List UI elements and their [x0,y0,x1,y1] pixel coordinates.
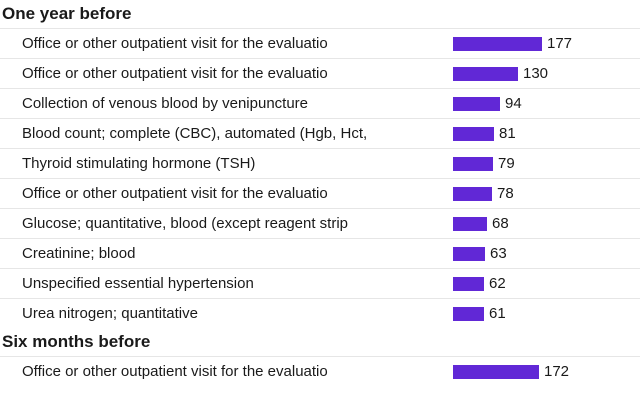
category-label: Urea nitrogen; quantitative [22,305,198,322]
bar-row: Office or other outpatient visit for the… [0,28,640,58]
bar-row: Creatinine; blood 63 [0,238,640,268]
bar [453,127,494,141]
category-label: Glucose; quantitative, blood (except rea… [22,215,349,232]
bar-row: Thyroid stimulating hormone (TSH) 79 [0,148,640,178]
section-title: Six months before [2,332,151,351]
value-label: 61 [489,305,506,322]
value-label: 177 [547,35,573,52]
category-label: Unspecified essential hypertension [22,275,254,292]
value-label: 94 [505,95,522,112]
value-label: 81 [499,125,516,142]
category-label: Office or other outpatient visit for the… [22,65,328,82]
bar-row: Unspecified essential hypertension 62 [0,268,640,298]
bar-row: Urea nitrogen; quantitative 61 [0,298,640,328]
bar-row: Office or other outpatient visit for the… [0,356,640,386]
bar [453,365,539,379]
bar [453,67,518,81]
bar [453,97,500,111]
category-label: Blood count; complete (CBC), automated (… [22,125,368,142]
bar [453,307,484,321]
value-label: 172 [544,363,570,380]
bar-row: Blood count; complete (CBC), automated (… [0,118,640,148]
value-label: 79 [498,155,515,172]
category-label: Office or other outpatient visit for the… [22,35,328,52]
value-label: 62 [489,275,506,292]
bar [453,187,492,201]
category-label: Office or other outpatient visit for the… [22,185,328,202]
value-label: 63 [490,245,507,262]
bar [453,247,485,261]
value-label: 68 [492,215,509,232]
bar-row: Collection of venous blood by venipunctu… [0,88,640,118]
bar-row: Office or other outpatient visit for the… [0,178,640,208]
category-label: Creatinine; blood [22,245,136,262]
bar-row: Glucose; quantitative, blood (except rea… [0,208,640,238]
chart: One year before Office or other outpatien… [0,4,640,386]
category-label: Collection of venous blood by venipunctu… [22,95,309,112]
section-title: One year before [2,4,132,23]
category-label: Thyroid stimulating hormone (TSH) [22,155,256,172]
value-label: 130 [523,65,549,82]
bar [453,157,493,171]
bar-row: Office or other outpatient visit for the… [0,58,640,88]
bar [453,277,484,291]
bar [453,37,542,51]
category-label: Office or other outpatient visit for the… [22,363,328,380]
value-label: 78 [497,185,514,202]
bar [453,217,487,231]
